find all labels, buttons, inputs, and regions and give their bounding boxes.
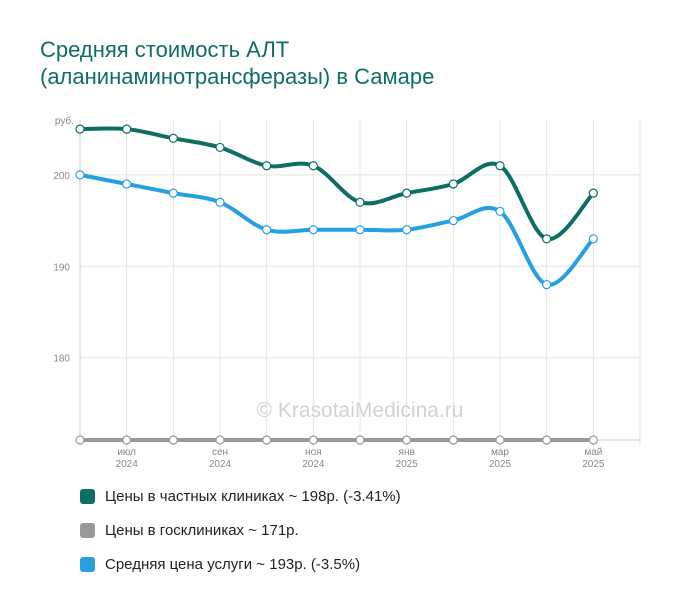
x-tick-month: мар — [491, 447, 509, 458]
data-point-public — [588, 435, 598, 445]
x-tick-year: 2024 — [209, 459, 232, 470]
data-point-public — [122, 435, 132, 445]
data-point-private — [122, 124, 132, 134]
data-point-average — [448, 215, 458, 226]
series-line-private — [78, 126, 596, 241]
data-point-public — [448, 435, 458, 445]
data-point-average — [168, 188, 178, 198]
data-point-private — [402, 188, 412, 198]
legend-label-average: Средняя цена услуги ~ 193р. (-3.5%) — [105, 555, 361, 573]
x-tick-month: сен — [212, 447, 228, 458]
data-point-public — [215, 435, 225, 445]
data-point-private — [308, 161, 318, 171]
data-point-private — [168, 133, 178, 143]
data-point-private — [75, 124, 85, 134]
legend-swatch-average — [80, 556, 95, 572]
legend-label-private: Цены в частных клиниках ~ 198р. (-3.41%) — [105, 487, 401, 505]
x-tick-year: 2025 — [489, 459, 512, 470]
legend: Цены в частных клиниках ~ 198р. (-3.41%)… — [80, 488, 401, 590]
y-tick-label: 200 — [53, 171, 70, 182]
data-point-average — [542, 279, 552, 290]
data-point-average — [588, 234, 598, 244]
x-tick-year: 2024 — [116, 459, 139, 470]
data-point-private — [215, 142, 225, 153]
legend-item-public: Цены в госклиниках ~ 171р. — [80, 521, 401, 539]
data-point-private — [588, 188, 598, 198]
x-tick-year: 2025 — [396, 459, 419, 470]
data-point-public — [75, 435, 85, 445]
y-unit-label: руб. — [55, 115, 74, 127]
data-point-public — [308, 435, 318, 445]
legend-label-public: Цены в госклиниках ~ 171р. — [105, 521, 299, 539]
chart-title-line1: Средняя стоимость АЛТ — [40, 37, 290, 62]
x-tick-month: май — [584, 447, 602, 458]
x-tick-year: 2024 — [302, 459, 325, 470]
data-point-private — [355, 197, 365, 207]
chart-title: Средняя стоимость АЛТ (аланинаминотрансф… — [40, 36, 680, 90]
legend-item-private: Цены в частных клиниках ~ 198р. (-3.41%) — [80, 487, 401, 505]
x-tick-year: 2025 — [582, 459, 605, 470]
data-point-average — [402, 225, 412, 235]
data-point-average — [308, 225, 318, 235]
legend-swatch-public — [80, 522, 95, 538]
x-tick-month: июл — [117, 447, 136, 458]
data-point-average — [75, 170, 85, 180]
line-chart: 180190200руб.июл2024сен2024ноя2024янв202… — [53, 115, 641, 470]
watermark: © KrasotaiMedicina.ru — [257, 399, 464, 422]
data-point-public — [262, 435, 272, 445]
data-point-average — [122, 179, 132, 189]
data-point-public — [495, 435, 505, 445]
data-point-private — [495, 161, 505, 171]
y-tick-label: 180 — [53, 354, 70, 365]
legend-swatch-private — [80, 488, 95, 504]
x-tick-month: янв — [399, 447, 415, 458]
y-tick-label: 190 — [53, 262, 70, 273]
data-point-public — [168, 435, 178, 445]
data-point-public — [542, 435, 552, 445]
data-point-private — [448, 179, 458, 189]
data-point-average — [495, 206, 505, 217]
data-point-average — [262, 225, 272, 235]
data-point-private — [542, 234, 552, 244]
chart-title-line2: (аланинаминотрансферазы) в Самаре — [40, 64, 435, 89]
legend-item-average: Средняя цена услуги ~ 193р. (-3.5%) — [80, 555, 401, 573]
data-point-public — [402, 435, 412, 445]
data-point-average — [355, 225, 365, 235]
x-tick-month: ноя — [305, 447, 322, 458]
data-point-private — [262, 161, 272, 171]
data-point-public — [355, 435, 365, 445]
data-point-average — [215, 197, 225, 207]
